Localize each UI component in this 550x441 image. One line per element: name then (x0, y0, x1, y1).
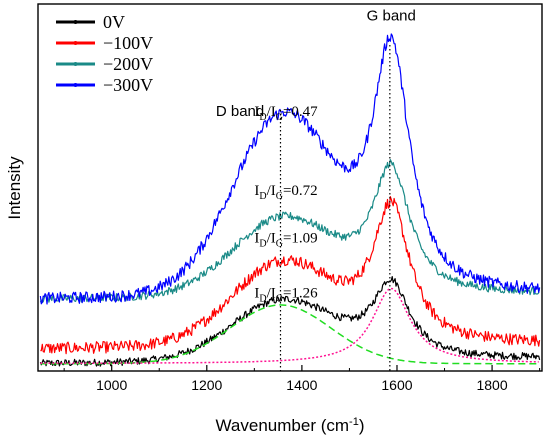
ratio-label-part: D (259, 294, 266, 305)
fit-components-layer (40, 287, 539, 365)
fit-component-D (40, 304, 539, 365)
ratio-label-part: D (259, 191, 266, 202)
legend-label-2: −200V (103, 54, 153, 74)
band-label-0: D band (216, 103, 264, 120)
ratio-label-part: =0.47 (283, 104, 318, 120)
ratio-label-part: I (254, 231, 259, 247)
x-axis-title: Wavenumber (cm-1) (216, 416, 365, 435)
legend-label-1: −100V (103, 33, 153, 53)
ratio-label-part: I (254, 104, 259, 120)
legend-marker-0 (73, 20, 78, 24)
legend-marker-3 (73, 83, 78, 87)
ratio-label-part: G (276, 239, 283, 250)
x-axis-title-superscript: -1 (349, 416, 359, 428)
ratio-label-part: /I (267, 286, 276, 302)
legend: 0V−100V−200V−300V (56, 12, 153, 95)
fit-component-G (40, 287, 539, 365)
x-tick-label-3: 1600 (381, 377, 412, 393)
ratio-label-part: D (259, 112, 266, 123)
ratio-label-part: G (276, 294, 283, 305)
plot-frame (37, 3, 543, 372)
ratio-label-part: I (254, 183, 259, 199)
legend-label-0: 0V (103, 12, 125, 32)
ratio-label-1: ID/IG=0.72 (254, 183, 317, 202)
x-tick-label-0: 1000 (96, 377, 127, 393)
ratio-label-part: G (276, 112, 283, 123)
legend-label-3: −300V (103, 75, 153, 95)
ratio-label-part: /I (267, 183, 276, 199)
series-line-3 (39, 33, 541, 305)
series-line-1 (40, 196, 541, 355)
x-axis-ticks: 1000 1200 1400 1600 1800 (63, 365, 541, 393)
series-layer (39, 33, 541, 367)
y-axis-title: Intensity (5, 156, 24, 220)
x-axis-title-suffix: ) (359, 416, 365, 435)
x-tick-label-2: 1400 (286, 377, 317, 393)
x-tick-label-4: 1800 (476, 377, 507, 393)
legend-marker-2 (73, 62, 78, 66)
reference-lines-layer (279, 45, 391, 371)
x-axis-title-main: Wavenumber (cm (216, 416, 350, 435)
ratio-label-3: ID/IG=1.26 (254, 286, 318, 305)
ratio-label-part: D (259, 239, 266, 250)
legend-marker-1 (73, 41, 78, 45)
series-line-0 (39, 276, 541, 367)
ratio-label-part: /I (267, 231, 276, 247)
ratio-label-part: =1.26 (283, 286, 318, 302)
ratio-label-part: /I (267, 104, 276, 120)
ratio-label-part: G (276, 191, 283, 202)
ratio-label-0: ID/IG=0.47 (254, 104, 318, 123)
x-tick-label-1: 1200 (191, 377, 222, 393)
band-label-1: G band (367, 8, 416, 25)
ratio-label-part: I (254, 286, 259, 302)
ratio-label-part: =0.72 (283, 183, 318, 199)
ratio-label-2: ID/IG=1.09 (254, 231, 317, 250)
ratio-label-part: =1.09 (283, 231, 318, 247)
